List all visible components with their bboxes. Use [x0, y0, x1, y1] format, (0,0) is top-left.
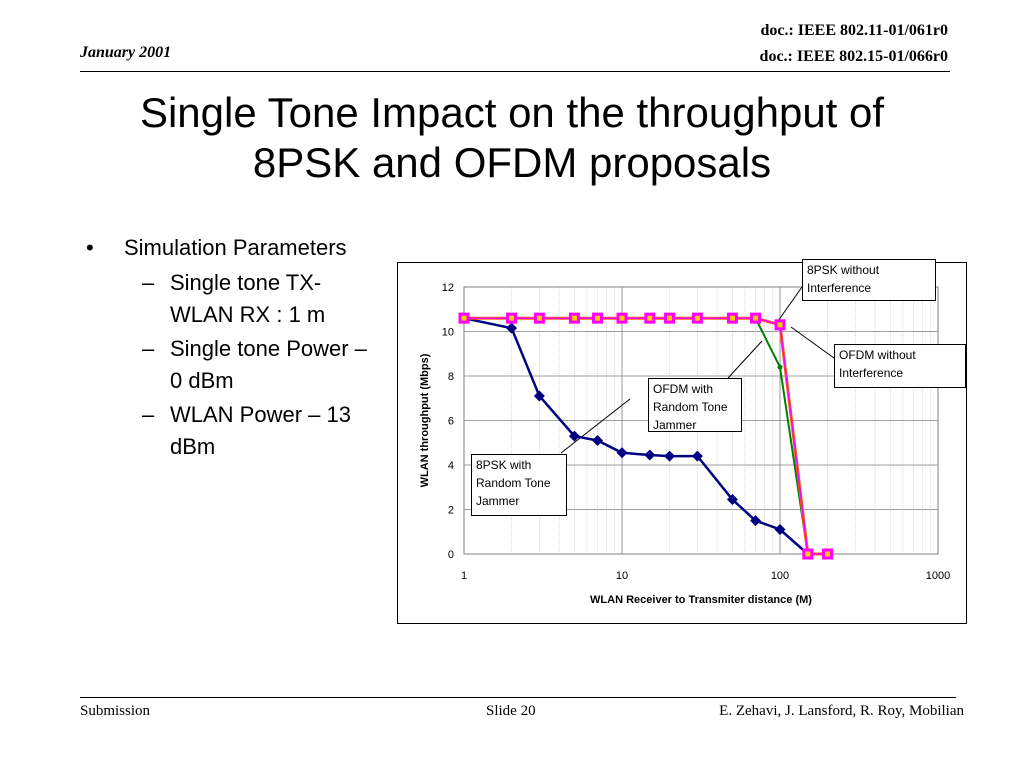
bullet-main-text: Simulation Parameters [124, 235, 347, 260]
data-point-diamond [506, 322, 518, 334]
data-point-diamond [691, 450, 703, 462]
data-point-diamond [592, 435, 604, 447]
callout-text: 8PSK without [807, 263, 880, 277]
sub-bullet: – Single tone TX-WLAN RX : 1 m [86, 267, 376, 331]
y-axis-label: WLAN throughput (Mbps) [419, 353, 431, 487]
data-point-square-inner [694, 315, 700, 321]
y-tick-label: 12 [442, 282, 454, 294]
sub-bullet-text: WLAN Power – 13 dBm [170, 402, 351, 459]
x-tick-label: 1000 [926, 570, 950, 582]
footer-slide-number: Slide 20 [486, 703, 536, 719]
slide-title-line-2: 8PSK and OFDM proposals [252, 139, 772, 186]
callout-text: OFDM without [839, 348, 916, 362]
sub-bullet-text: Single tone Power – 0 dBm [170, 336, 367, 393]
sub-bullet-text: Single tone TX-WLAN RX : 1 m [170, 270, 326, 327]
data-point-square-inner [647, 315, 653, 321]
callout-leader-line [777, 286, 803, 322]
callout-ofdm-with-random-tone-jammer: OFDM with Random Tone Jammer [648, 378, 742, 432]
data-point-diamond [568, 430, 580, 442]
data-point-square-inner [509, 315, 515, 321]
sub-bullet: – WLAN Power – 13 dBm [86, 399, 376, 463]
bullet-dot-icon: • [86, 235, 94, 260]
y-tick-label: 8 [448, 371, 454, 383]
data-point-square-inner [536, 315, 542, 321]
data-point-square-inner [571, 315, 577, 321]
data-point-square-inner [461, 315, 467, 321]
callout-text: Interference [807, 281, 872, 295]
data-point-diamond [644, 449, 656, 461]
data-point-diamond [726, 493, 738, 505]
data-point-square-inner [667, 315, 673, 321]
y-tick-label: 2 [448, 505, 454, 517]
callout-text: Random Tone [476, 476, 551, 490]
data-point-circle [777, 364, 783, 370]
data-point-diamond [664, 450, 676, 462]
header-divider [80, 71, 950, 72]
callout-text: Random Tone [653, 400, 728, 414]
data-point-diamond [616, 447, 628, 459]
sub-bullet: – Single tone Power – 0 dBm [86, 333, 376, 397]
dash-icon: – [142, 402, 155, 427]
bullet-main: • Simulation Parameters [86, 230, 376, 265]
bullet-list: • Simulation Parameters – Single tone TX… [86, 230, 376, 463]
chart-frame: 0 2 4 6 8 10 12 1 10 100 1000 WLAN Receiver to Tra… [397, 259, 967, 624]
data-point-diamond [774, 524, 786, 536]
x-axis-label: WLAN Receiver to Transmiter distance (M) [590, 594, 812, 606]
slide-title-line-1: Single Tone Impact on the throughput of [139, 89, 885, 136]
plot-area-border [463, 286, 939, 555]
x-tick-label: 1 [461, 570, 467, 582]
y-tick-label: 10 [442, 327, 454, 339]
data-point-square-inner [729, 315, 735, 321]
callout-text: Interference [839, 366, 904, 380]
header-date: January 2001 [80, 44, 172, 61]
header-doc-number-1: doc.: IEEE 802.11-01/061r0 [760, 22, 948, 39]
y-tick-label: 0 [448, 549, 454, 561]
footer-submission: Submission [80, 703, 151, 719]
data-point-square-inner [753, 315, 759, 321]
chart-tick-labels: 0 2 4 6 8 10 12 1 10 100 1000 [442, 282, 950, 582]
callout-leader-line [727, 340, 763, 379]
callout-leader-line [560, 398, 631, 454]
callout-text: Jammer [476, 494, 520, 508]
dash-icon: – [142, 336, 155, 361]
throughput-chart: 0 2 4 6 8 10 12 1 10 100 1000 WLAN Receiver to Tra… [419, 282, 950, 606]
header-doc-number-2: doc.: IEEE 802.15-01/066r0 [759, 48, 948, 65]
data-point-square-inner [805, 551, 811, 557]
data-point-square-inner [825, 551, 831, 557]
dash-icon: – [142, 270, 155, 295]
y-tick-label: 6 [448, 416, 454, 428]
footer-divider [80, 697, 956, 698]
series-line [464, 317, 828, 555]
chart-grid [463, 286, 939, 555]
callout-8psk-with-random-tone-jammer: 8PSK with Random Tone Jammer [471, 454, 567, 516]
data-point-square-inner [777, 322, 783, 328]
data-point-square-inner [619, 315, 625, 321]
data-point-diamond [533, 390, 545, 402]
slide-title: Single Tone Impact on the throughput of … [60, 88, 964, 188]
callout-text: OFDM with [653, 382, 713, 396]
series-line [463, 316, 828, 556]
data-point-square-inner [595, 315, 601, 321]
data-point-diamond [750, 515, 762, 527]
callout-leader-line [790, 326, 835, 359]
callout-leader-lines [560, 286, 835, 454]
callout-text: Jammer [653, 418, 697, 432]
callout-text: 8PSK with [476, 458, 532, 472]
chart-series [458, 312, 834, 560]
y-tick-label: 4 [448, 460, 454, 472]
x-tick-label: 10 [616, 570, 628, 582]
callout-8psk-without-interference: 8PSK without Interference [802, 259, 936, 301]
x-tick-label: 100 [771, 570, 789, 582]
footer-authors: E. Zehavi, J. Lansford, R. Roy, Mobilian [719, 703, 964, 719]
callout-ofdm-without-interference: OFDM without Interference [834, 344, 966, 388]
